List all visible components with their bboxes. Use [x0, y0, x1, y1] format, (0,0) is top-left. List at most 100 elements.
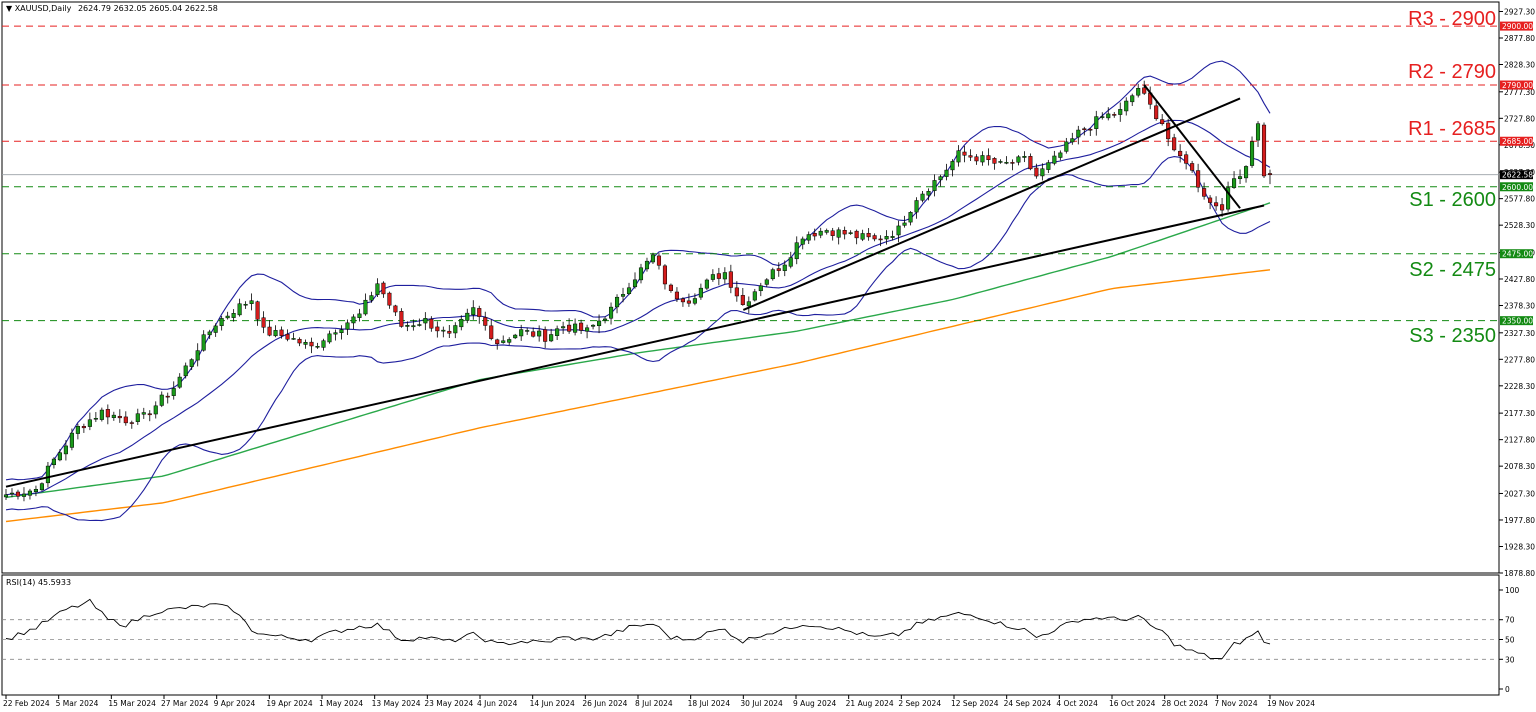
bollinger-bands-layer: [5, 60, 1271, 522]
candle: [177, 373, 182, 389]
candle-body: [237, 303, 242, 316]
candle: [9, 488, 15, 498]
rsi-line: [5, 598, 1271, 660]
candle-body: [27, 490, 33, 496]
candle: [81, 423, 86, 433]
candle: [1118, 102, 1123, 122]
candle: [405, 321, 410, 332]
candle: [315, 342, 320, 349]
candle-body: [183, 365, 188, 377]
candle: [231, 309, 236, 322]
candle: [585, 324, 590, 339]
price-tag-label: 2900.00: [1502, 22, 1533, 31]
candle-body: [255, 301, 260, 320]
candle-body: [345, 322, 350, 330]
candle-body: [950, 161, 955, 171]
candle-body: [603, 318, 608, 321]
x-tick-label: 24 Sep 2024: [1004, 699, 1052, 708]
candle: [411, 319, 416, 331]
price-tag-label: 2600.00: [1502, 183, 1533, 192]
candle: [345, 319, 350, 335]
candle-body: [1058, 152, 1063, 158]
candle: [45, 462, 50, 488]
candle: [1196, 163, 1201, 193]
candle: [932, 174, 937, 197]
candle-body: [135, 413, 140, 422]
candle: [477, 305, 482, 324]
candle: [692, 293, 697, 306]
candle-body: [1226, 187, 1231, 210]
candle-body: [836, 229, 841, 238]
candle-body: [3, 494, 9, 498]
candle: [1208, 195, 1213, 210]
candle: [1034, 163, 1039, 179]
candle: [537, 325, 542, 342]
candle: [878, 235, 883, 247]
candle-body: [219, 318, 224, 326]
candle-body: [15, 491, 21, 497]
candle: [908, 211, 913, 226]
candle-body: [1004, 162, 1009, 164]
candle-body: [1034, 167, 1039, 177]
candle-body: [638, 267, 644, 281]
candle-body: [1154, 105, 1159, 120]
candle-body: [153, 405, 158, 415]
candle: [303, 339, 308, 349]
candle-body: [920, 193, 925, 201]
collapse-triangle-icon[interactable]: ▼: [6, 4, 13, 13]
current-price-label: 2622.58: [1502, 171, 1533, 180]
candle: [135, 408, 140, 425]
candle: [992, 157, 997, 170]
candle: [459, 315, 464, 331]
candle: [441, 326, 446, 338]
trendline-layer: [5, 84, 1265, 488]
candle-body: [423, 318, 428, 324]
candle-body: [99, 409, 104, 420]
candle: [968, 149, 973, 161]
level-label-r2: R2 - 2790: [1408, 61, 1496, 83]
y-tick-label: 2727.80: [1504, 114, 1535, 123]
candle: [1261, 122, 1267, 179]
candle-body: [123, 416, 128, 424]
candle-body: [477, 308, 482, 317]
candle: [519, 324, 524, 341]
y-tick-label: 2177.30: [1504, 409, 1535, 418]
bollinger-middle-band: [5, 119, 1271, 496]
y-tick-label: 2828.30: [1504, 60, 1535, 69]
candle: [1010, 159, 1015, 171]
candle-body: [111, 414, 116, 418]
price-tag-2900: [1500, 21, 1533, 31]
candle-body: [189, 359, 194, 367]
level-label-r1: R1 - 2685: [1408, 118, 1496, 140]
candle-body: [75, 425, 80, 434]
candle: [950, 159, 955, 177]
candle: [495, 338, 500, 350]
candle-body: [674, 291, 679, 300]
candle-body: [1082, 128, 1087, 131]
candle: [1255, 121, 1261, 148]
candle: [722, 267, 727, 284]
candle-body: [273, 330, 278, 337]
candle: [369, 291, 374, 303]
candle: [297, 337, 302, 347]
candle: [1028, 153, 1033, 171]
candle: [1136, 83, 1141, 98]
candle: [57, 449, 62, 462]
candle-body: [165, 395, 170, 398]
candle-body: [375, 283, 380, 295]
candle-body: [1178, 150, 1183, 157]
candle: [1214, 196, 1219, 211]
candle-body: [1160, 119, 1165, 125]
candle: [261, 311, 266, 334]
candle: [219, 315, 224, 331]
candle-body: [321, 340, 326, 348]
candle: [279, 326, 284, 339]
candle-body: [1202, 188, 1207, 197]
rsi-tick-label: 70: [1505, 616, 1515, 625]
candle-body: [896, 225, 901, 236]
candle: [291, 332, 296, 340]
candle-body: [902, 222, 907, 226]
rsi-tick-label: 100: [1505, 586, 1520, 595]
candle: [1070, 132, 1075, 145]
